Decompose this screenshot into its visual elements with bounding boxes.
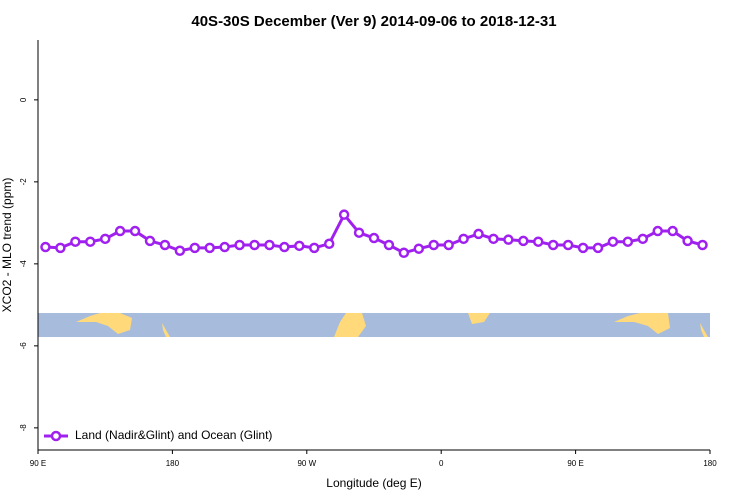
- y-tick-label: -8: [19, 424, 28, 432]
- chart-title: 40S-30S December (Ver 9) 2014-09-06 to 2…: [191, 13, 556, 30]
- point: [488, 233, 499, 245]
- land-nz: [700, 323, 708, 337]
- point: [338, 209, 350, 220]
- point: [443, 239, 454, 251]
- point: [368, 232, 380, 244]
- point: [518, 235, 529, 247]
- point: [458, 233, 469, 245]
- point: [309, 242, 320, 254]
- point: [592, 242, 604, 254]
- point: [204, 242, 215, 254]
- point: [85, 236, 96, 247]
- land-australia: [614, 313, 670, 334]
- x-tick-label: 90 W: [297, 459, 316, 468]
- y-tick-label: 0: [19, 97, 28, 102]
- point: [264, 239, 275, 251]
- point: [697, 239, 708, 251]
- x-tick-label: 180: [166, 459, 180, 468]
- point: [682, 235, 693, 247]
- x-tick-label: 180: [703, 459, 717, 468]
- point: [667, 225, 678, 237]
- point: [189, 242, 201, 254]
- point: [383, 239, 395, 251]
- point: [428, 239, 439, 251]
- land-australia: [76, 313, 132, 334]
- x-tick-label: 90 E: [30, 459, 46, 468]
- y-tick-label: -6: [19, 342, 28, 350]
- point: [398, 247, 410, 259]
- point: [547, 239, 559, 251]
- point: [129, 225, 141, 237]
- point: [562, 239, 574, 251]
- legend-label: Land (Nadir&Glint) and Ocean (Glint): [75, 428, 272, 442]
- point: [159, 239, 171, 251]
- x-tick-label: 0: [439, 459, 444, 468]
- point: [294, 240, 305, 252]
- land-south-america: [334, 313, 366, 337]
- land-nz: [162, 323, 170, 337]
- x-tick-label: 90 E: [567, 459, 583, 468]
- point: [637, 233, 649, 245]
- y-tick-label: -2: [19, 178, 28, 186]
- point: [174, 245, 186, 256]
- point: [607, 236, 619, 247]
- point: [473, 228, 484, 240]
- point: [279, 241, 290, 253]
- point: [652, 225, 663, 237]
- point: [234, 239, 245, 251]
- point: [219, 241, 230, 253]
- point: [533, 236, 544, 247]
- point: [622, 236, 634, 247]
- point: [413, 243, 425, 254]
- x-axis-label: Longitude (deg E): [326, 476, 421, 490]
- point: [353, 227, 365, 238]
- point: [144, 235, 156, 247]
- point: [114, 225, 126, 237]
- point: [249, 239, 260, 251]
- map-strip: [38, 313, 710, 337]
- land-africa: [468, 313, 490, 324]
- point: [99, 233, 111, 245]
- ocean-band: [38, 313, 710, 337]
- y-tick-label: -4: [19, 260, 28, 268]
- legend-marker: [50, 430, 62, 442]
- y-axis-label: XCO2 - MLO trend (ppm): [0, 178, 14, 313]
- point: [323, 238, 335, 250]
- point: [70, 236, 81, 247]
- point: [55, 242, 66, 254]
- point: [40, 241, 51, 253]
- point: [577, 242, 589, 254]
- point: [503, 234, 514, 245]
